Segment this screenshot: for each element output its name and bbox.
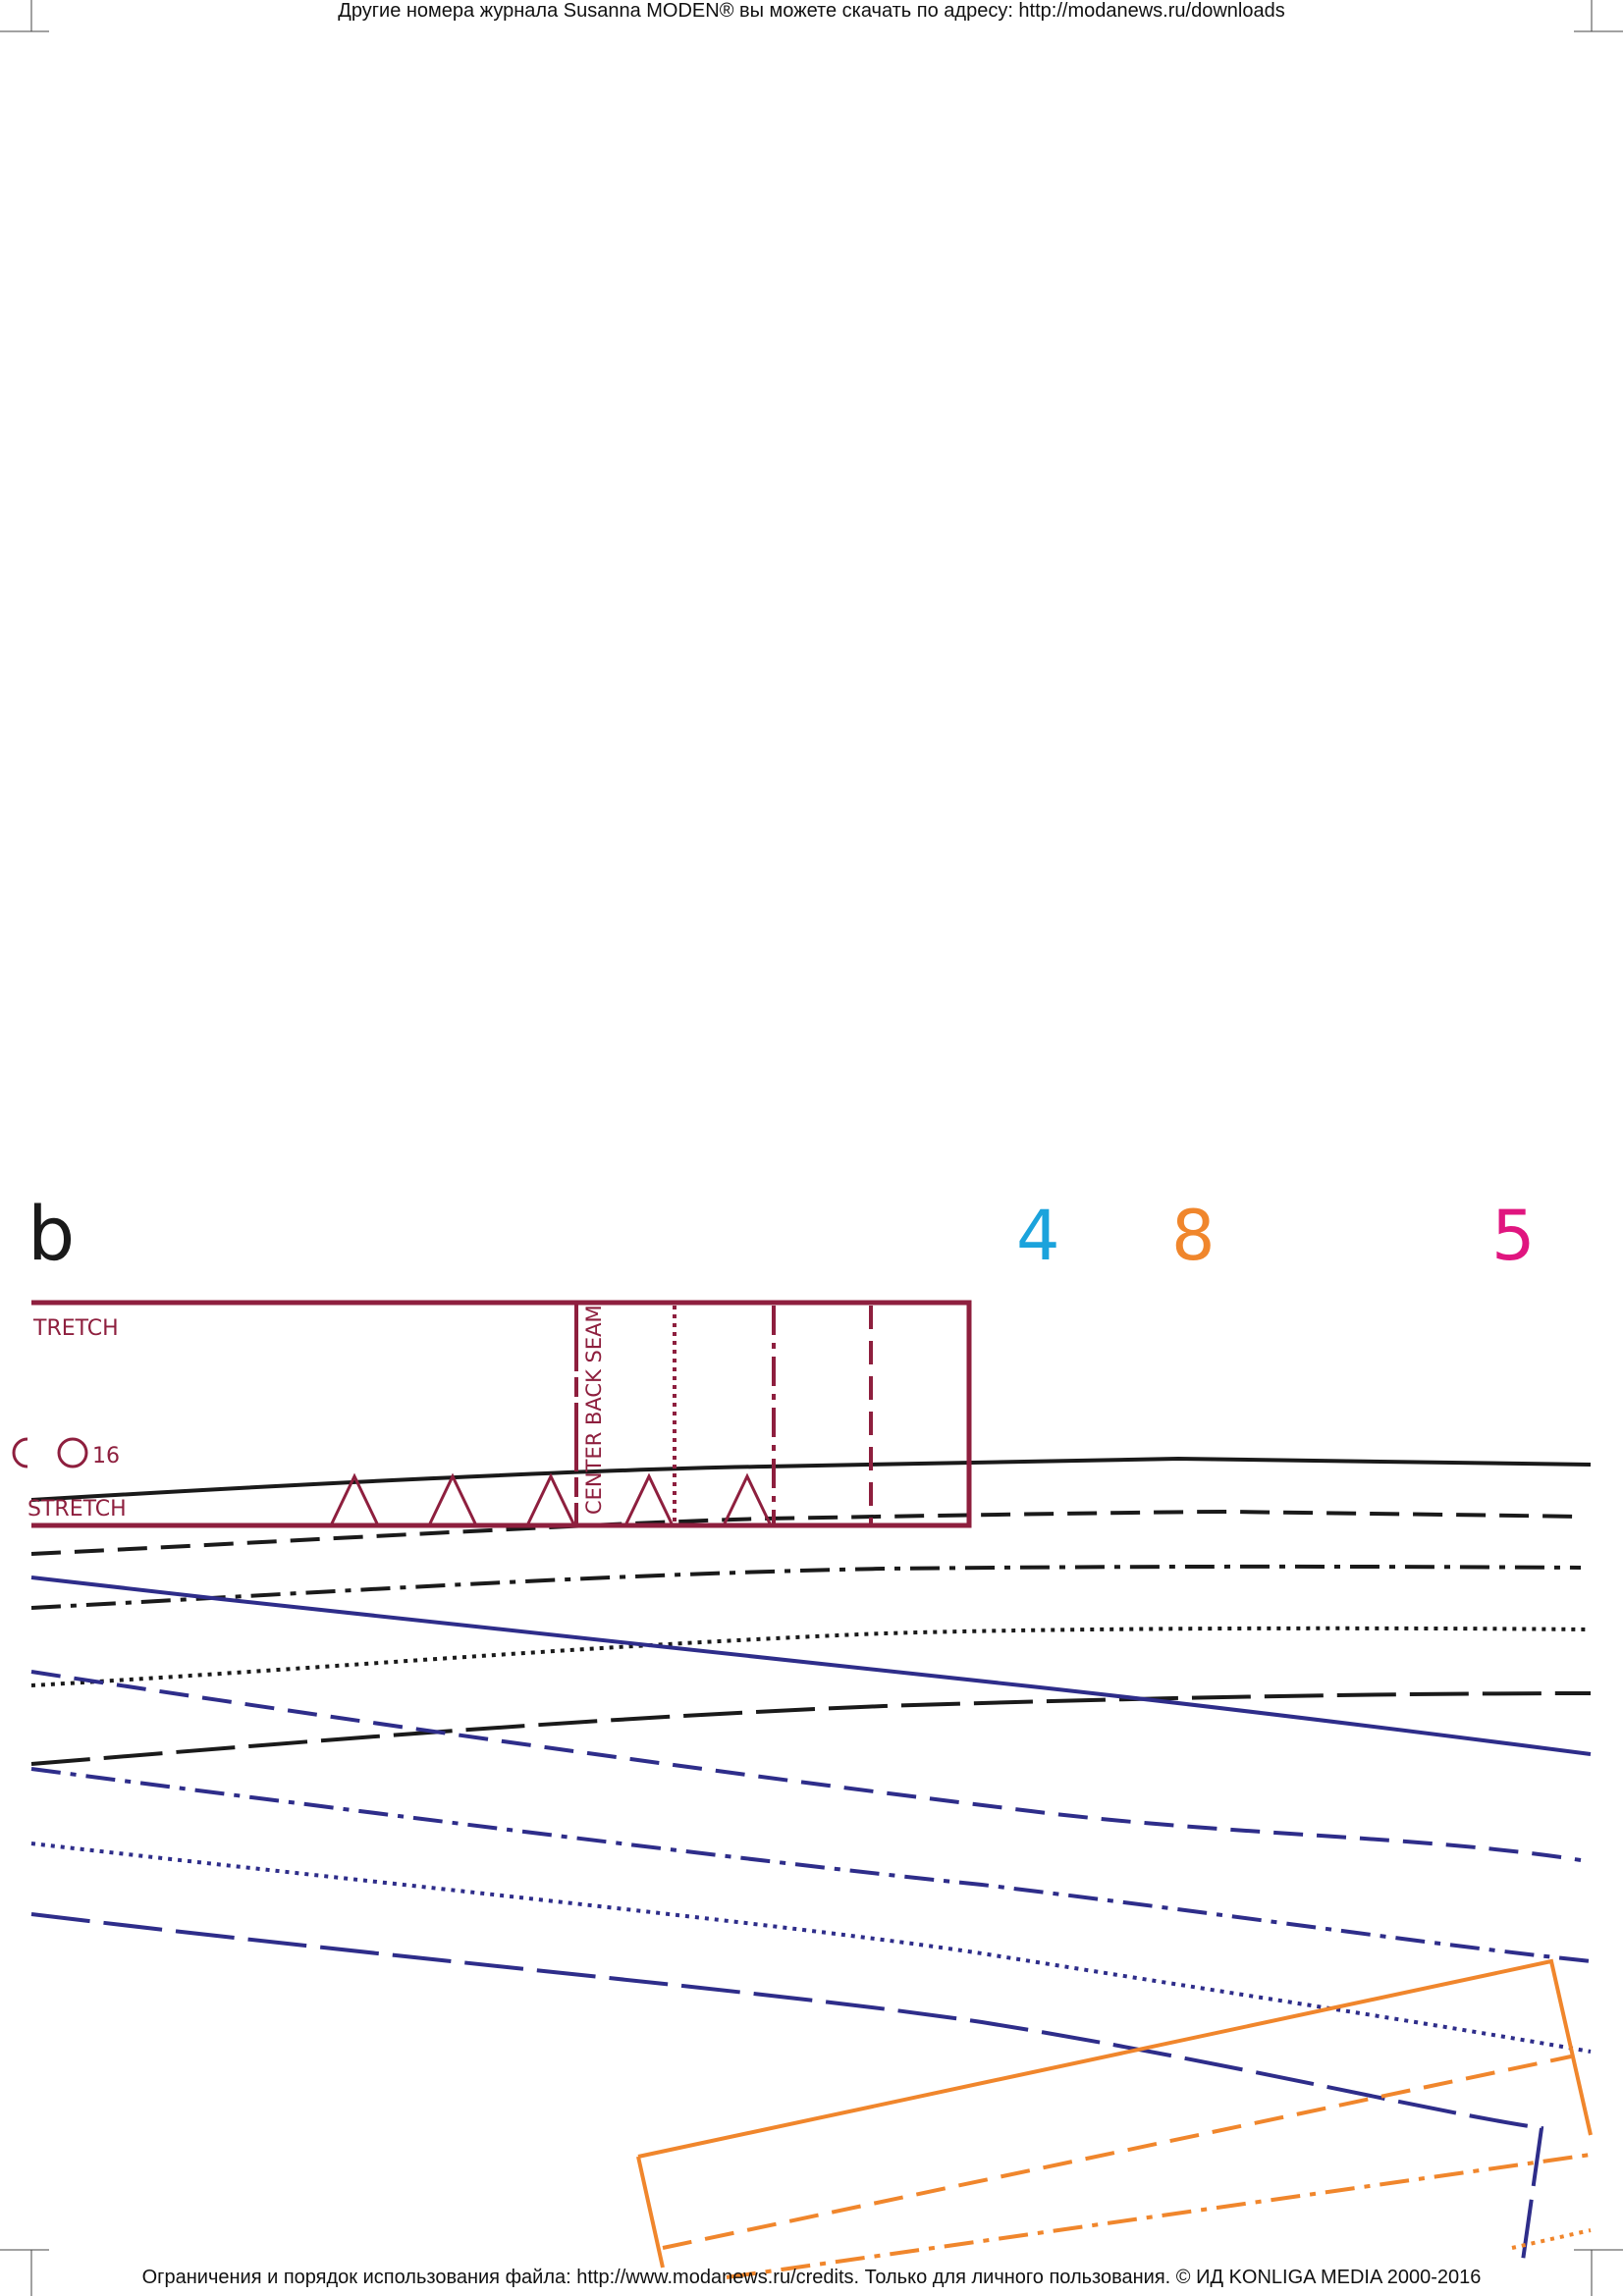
black-dashed-line (30, 1509, 1582, 1556)
maroon-pattern-piece: 16 TRETCH STRETCH CENTER BACK SEAM (12, 1300, 972, 1528)
notch-mark (330, 1472, 379, 1524)
notch-marks (330, 1472, 772, 1524)
black-dotted-line (30, 1626, 1592, 1687)
notch-mark (526, 1472, 575, 1524)
orange-dotted-line (1511, 2228, 1592, 2250)
size-circle-symbol (57, 1437, 88, 1468)
black-size-lines (30, 1456, 1592, 1766)
black-longdash-line (30, 1691, 1592, 1766)
size-label: 16 (92, 1444, 120, 1468)
size-marker-8: 8 (1171, 1196, 1216, 1276)
partial-circle-symbol (12, 1437, 28, 1468)
orange-piece-outline (636, 1958, 1593, 2269)
blue-dotted-line (30, 1842, 1592, 2054)
size-marker-4: 4 (1016, 1196, 1060, 1276)
blue-dashed-line (30, 1670, 1582, 1862)
stretch-label-top: TRETCH (32, 1316, 119, 1341)
black-solid-line (30, 1456, 1592, 1502)
blue-longdash-line (30, 1912, 1544, 2269)
notch-mark (624, 1472, 674, 1524)
size-marker-5: 5 (1491, 1196, 1536, 1276)
notch-mark (723, 1472, 772, 1524)
black-dashdot-line (30, 1564, 1582, 1610)
header-text: Другие номера журнала Susanna MODEN® вы … (338, 0, 1285, 22)
blue-dashdot-line (30, 1767, 1592, 1963)
center-back-seam-label: CENTER BACK SEAM (582, 1305, 606, 1515)
blue-solid-line (30, 1575, 1592, 1756)
section-letter: b (27, 1190, 75, 1277)
maroon-outline (31, 1300, 972, 1528)
orange-pattern-piece (636, 1958, 1593, 2279)
orange-dashdot-line (726, 2153, 1592, 2279)
orange-dashed-line (662, 2055, 1572, 2250)
footer-text: Ограничения и порядок использования файл… (141, 2267, 1482, 2288)
blue-size-lines (30, 1575, 1592, 2269)
notch-mark (428, 1472, 477, 1524)
stretch-label-bottom: STRETCH (27, 1497, 127, 1522)
